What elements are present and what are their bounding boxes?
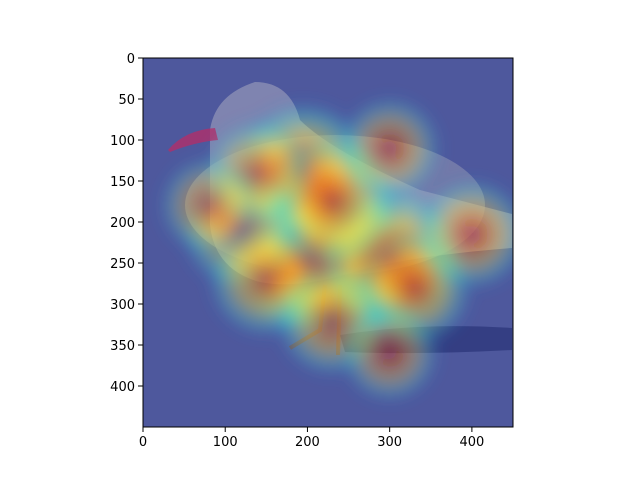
- activation-hotspot-13: [336, 299, 444, 407]
- x-tick-label: 200: [295, 435, 320, 450]
- x-tick-label: 400: [459, 435, 484, 450]
- x-tick-label: 100: [213, 435, 238, 450]
- y-tick-label: 150: [110, 175, 135, 190]
- y-tick-label: 300: [110, 298, 135, 313]
- y-axis: 0 50 100 150 200 250 300 350 400: [110, 52, 143, 395]
- y-tick-label: 400: [110, 380, 135, 395]
- x-axis: 0 100 200 300 400: [139, 427, 484, 450]
- plot-area: [143, 58, 513, 427]
- y-tick-label: 200: [110, 216, 135, 231]
- x-tick-label: 300: [377, 435, 402, 450]
- activation-hotspot-12: [155, 152, 263, 260]
- y-tick-label: 50: [118, 93, 135, 108]
- y-tick-label: 0: [127, 52, 135, 67]
- y-tick-label: 250: [110, 257, 135, 272]
- activation-hotspot-9: [411, 174, 513, 295]
- activation-heatmap: [155, 92, 513, 407]
- x-tick-label: 0: [139, 435, 147, 450]
- y-tick-label: 100: [110, 134, 135, 149]
- y-tick-label: 350: [110, 339, 135, 354]
- activation-hotspot-11: [333, 92, 446, 204]
- axes-frame: [142, 57, 514, 428]
